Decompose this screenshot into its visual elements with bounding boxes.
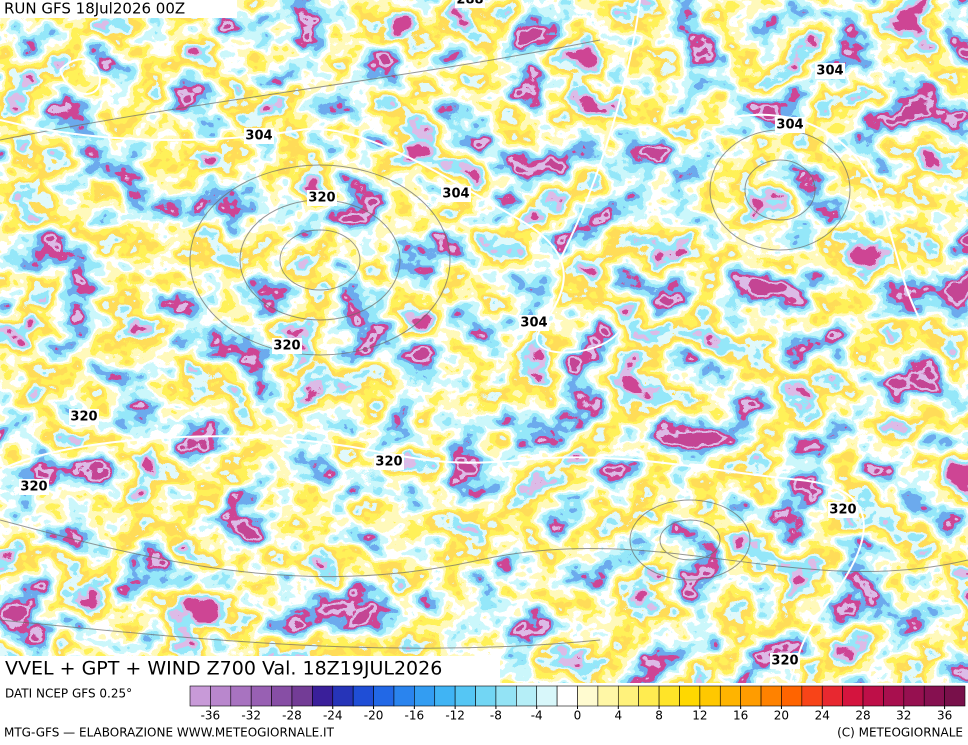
contour-label-bg <box>244 128 274 144</box>
colorbar-tick-label: 28 <box>855 709 870 723</box>
colorbar-box <box>556 685 578 707</box>
colorbar-box <box>658 685 680 707</box>
colorbar-tick-label: -16 <box>405 709 425 723</box>
contour-label-bg <box>272 338 302 354</box>
contour-label-bg <box>770 653 800 669</box>
colorbar-box <box>250 685 272 707</box>
colorbar-tick-label: -28 <box>282 709 302 723</box>
colorbar-box <box>679 685 701 707</box>
colorbar-box <box>373 685 395 707</box>
colorbar-box <box>434 685 456 707</box>
map-title: VVEL + GPT + WIND Z700 Val. 18Z19JUL2026 <box>5 658 442 680</box>
colorbar-tick-label: 20 <box>774 709 789 723</box>
vvel-field <box>0 0 968 683</box>
contour-label-bg <box>519 315 549 331</box>
colorbar-box <box>475 685 497 707</box>
colorbar-box <box>801 685 823 707</box>
footer-left: MTG-GFS — ELABORAZIONE WWW.METEOGIORNALE… <box>4 726 335 740</box>
colorbar-box <box>516 685 538 707</box>
colorbar-tick-label: -4 <box>531 709 543 723</box>
contour-label: 304 <box>245 129 272 144</box>
map-area <box>0 0 968 683</box>
contour-label: 288 <box>456 0 483 8</box>
streamlines <box>0 39 968 649</box>
colorbar-tick-label: -8 <box>490 709 502 723</box>
colorbar-box <box>271 685 293 707</box>
contour-label-bg <box>775 117 805 133</box>
contour-label-bg <box>455 0 485 8</box>
colorbar-box <box>719 685 741 707</box>
source-label: DATI NCEP GFS 0.25° <box>5 687 132 701</box>
colorbar-box <box>291 685 313 707</box>
colorbar-tick-label: -20 <box>364 709 384 723</box>
colorbar-box <box>883 685 905 707</box>
contour-label-bg <box>374 454 404 470</box>
colorbar-box <box>638 685 660 707</box>
run-box <box>0 0 237 18</box>
colorbar-tick-label: 16 <box>733 709 748 723</box>
colorbar-box <box>454 685 476 707</box>
colorbar-box <box>393 685 415 707</box>
colorbar-box <box>617 685 639 707</box>
colorbar-box <box>210 685 232 707</box>
colorbar-box <box>332 685 354 707</box>
colorbar-box <box>842 685 864 707</box>
colorbar-box <box>699 685 721 707</box>
colorbar-tick-label: -24 <box>323 709 343 723</box>
contour-label: 320 <box>771 654 798 669</box>
colorbar-box <box>577 685 599 707</box>
contour-label-bg <box>19 479 49 495</box>
colorbar-box <box>862 685 884 707</box>
colorbar-tick-label: 36 <box>937 709 952 723</box>
contour-label: 320 <box>273 339 300 354</box>
colorbar-box <box>923 685 945 707</box>
colorbar-box <box>903 685 925 707</box>
height-contours <box>0 0 920 683</box>
colorbar-box <box>495 685 517 707</box>
colorbar-box <box>189 685 211 707</box>
contour-label: 320 <box>375 455 402 470</box>
colorbar-tick-label: 8 <box>655 709 663 723</box>
colorbar-box <box>414 685 436 707</box>
colorbar-box <box>536 685 558 707</box>
colorbar-box <box>740 685 762 707</box>
contour-label-bg <box>828 502 858 518</box>
run-label: RUN GFS 18Jul2026 00Z <box>4 0 185 18</box>
contour-label: 304 <box>520 316 547 331</box>
contour-label: 304 <box>816 64 843 79</box>
contour-label: 320 <box>20 480 47 495</box>
contour-label: 320 <box>70 410 97 425</box>
contour-label-bg <box>69 409 99 425</box>
colorbar-box <box>760 685 782 707</box>
contour-label-bg <box>441 186 471 202</box>
colorbar-box <box>312 685 334 707</box>
colorbar-tick-label: -36 <box>201 709 221 723</box>
contour-label: 320 <box>308 191 335 206</box>
colorbar-tick-label: -32 <box>241 709 261 723</box>
colorbar-box <box>781 685 803 707</box>
colorbar-tick-label: -12 <box>445 709 465 723</box>
contour-label: 304 <box>776 118 803 133</box>
colorbar-box <box>821 685 843 707</box>
colorbar-box <box>597 685 619 707</box>
colorbar-tick-label: 12 <box>692 709 707 723</box>
colorbar-tick-label: 4 <box>614 709 622 723</box>
colorbar-tick-label: 32 <box>896 709 911 723</box>
contour-label-bg <box>815 63 845 79</box>
colorbar-box <box>352 685 374 707</box>
contour-label: 304 <box>442 187 469 202</box>
contour-label: 320 <box>829 503 856 518</box>
colorbar-tick-label: 0 <box>574 709 582 723</box>
footer-right: (C) METEOGIORNALE <box>837 726 963 740</box>
contour-label-bg <box>307 190 337 206</box>
colorbar-box <box>230 685 252 707</box>
title-box <box>0 656 500 683</box>
colorbar-tick-label: 24 <box>815 709 830 723</box>
colorbar-box <box>944 685 966 707</box>
